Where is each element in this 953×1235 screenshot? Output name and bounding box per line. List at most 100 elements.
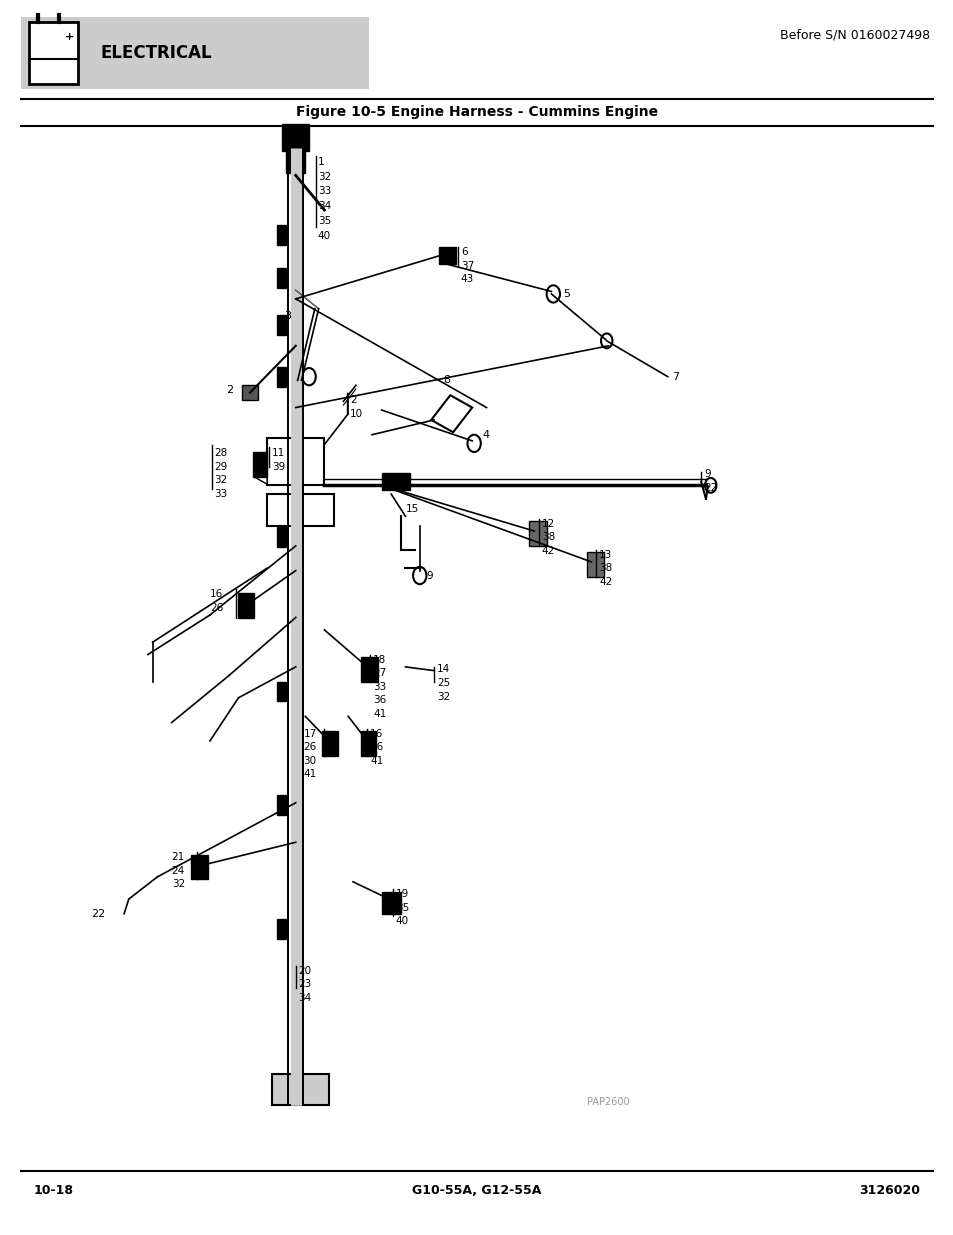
Text: 10-18: 10-18 [33, 1184, 73, 1197]
Text: 22: 22 [703, 483, 717, 493]
Text: 25: 25 [436, 678, 450, 688]
Bar [267, 494, 334, 526]
Text: 27: 27 [373, 668, 386, 678]
Bar [286, 148, 305, 173]
Text: 42: 42 [541, 546, 555, 556]
Bar [267, 438, 324, 485]
Text: 21: 21 [172, 852, 185, 862]
Text: 20: 20 [298, 966, 312, 976]
Polygon shape [253, 469, 267, 484]
Bar [276, 527, 286, 547]
Bar [360, 731, 375, 756]
Bar [191, 855, 208, 879]
Bar [381, 892, 400, 914]
Text: 36: 36 [373, 695, 386, 705]
Bar [360, 657, 377, 682]
Circle shape [302, 368, 315, 385]
Text: 7: 7 [671, 372, 678, 382]
Text: 12: 12 [541, 519, 555, 529]
Text: 2: 2 [350, 395, 356, 405]
Text: 23: 23 [298, 979, 312, 989]
Text: 6: 6 [460, 247, 467, 257]
Bar [276, 367, 286, 387]
Bar [238, 593, 253, 618]
Bar [322, 731, 337, 756]
Text: Before S/N 0160027498: Before S/N 0160027498 [780, 28, 929, 41]
Text: 34: 34 [298, 993, 312, 1003]
Text: 26: 26 [303, 742, 316, 752]
Bar [272, 1074, 329, 1105]
Text: 10: 10 [350, 409, 363, 419]
Text: 16: 16 [370, 729, 383, 739]
Text: 32: 32 [172, 879, 185, 889]
Text: 18: 18 [373, 655, 386, 664]
Text: 22: 22 [91, 909, 105, 919]
Bar [253, 452, 267, 477]
Bar [529, 521, 546, 546]
Text: 16: 16 [210, 589, 223, 599]
Text: 33: 33 [373, 682, 386, 692]
Text: 3: 3 [284, 311, 291, 321]
Bar [586, 552, 603, 577]
Text: 11: 11 [272, 448, 285, 458]
Text: 26: 26 [210, 603, 223, 613]
Text: PAP2600: PAP2600 [586, 1097, 629, 1107]
Text: 39: 39 [272, 462, 285, 472]
Text: 32: 32 [317, 172, 331, 182]
Text: +: + [65, 32, 74, 42]
Text: 5: 5 [562, 289, 569, 299]
Bar [276, 795, 286, 815]
Text: 19: 19 [395, 889, 409, 899]
Text: 35: 35 [317, 216, 331, 226]
Circle shape [467, 435, 480, 452]
Text: 40: 40 [317, 231, 331, 241]
Circle shape [600, 333, 612, 348]
Text: 15: 15 [405, 504, 418, 514]
Text: 40: 40 [395, 916, 409, 926]
Text: 33: 33 [214, 489, 228, 499]
Circle shape [413, 567, 426, 584]
Text: 26: 26 [370, 742, 383, 752]
Text: 3126020: 3126020 [859, 1184, 920, 1197]
Text: 14: 14 [436, 664, 450, 674]
Bar [276, 682, 286, 701]
Text: 42: 42 [598, 577, 612, 587]
Bar [438, 247, 456, 264]
Text: 9: 9 [426, 571, 433, 580]
Text: 33: 33 [317, 186, 331, 196]
Bar [276, 919, 286, 939]
Text: 1: 1 [317, 157, 324, 167]
Bar [282, 124, 309, 151]
Bar [21, 17, 369, 89]
Text: 41: 41 [370, 756, 383, 766]
Text: 32: 32 [436, 692, 450, 701]
Text: G10-55A, G12-55A: G10-55A, G12-55A [412, 1184, 541, 1197]
Text: 28: 28 [214, 448, 228, 458]
Text: 38: 38 [541, 532, 555, 542]
Bar [242, 385, 257, 400]
Text: 24: 24 [172, 866, 185, 876]
Text: 13: 13 [598, 550, 612, 559]
Text: 32: 32 [214, 475, 228, 485]
Text: 17: 17 [303, 729, 316, 739]
Text: 37: 37 [460, 261, 474, 270]
Text: 4: 4 [482, 430, 489, 440]
Circle shape [704, 478, 716, 493]
Text: 2: 2 [226, 385, 233, 395]
Text: 29: 29 [214, 462, 228, 472]
Polygon shape [431, 395, 472, 432]
Text: ELECTRICAL: ELECTRICAL [100, 44, 212, 62]
Text: 30: 30 [303, 756, 316, 766]
Bar [381, 473, 410, 490]
Bar [276, 315, 286, 335]
Text: 35: 35 [395, 903, 409, 913]
Text: 34: 34 [317, 201, 331, 211]
Bar [29, 22, 78, 84]
Bar [276, 268, 286, 288]
Text: 41: 41 [373, 709, 386, 719]
Bar [276, 225, 286, 245]
Text: 9: 9 [703, 469, 710, 479]
Text: 43: 43 [460, 274, 474, 284]
Text: 8: 8 [443, 375, 450, 385]
Text: 41: 41 [303, 769, 316, 779]
